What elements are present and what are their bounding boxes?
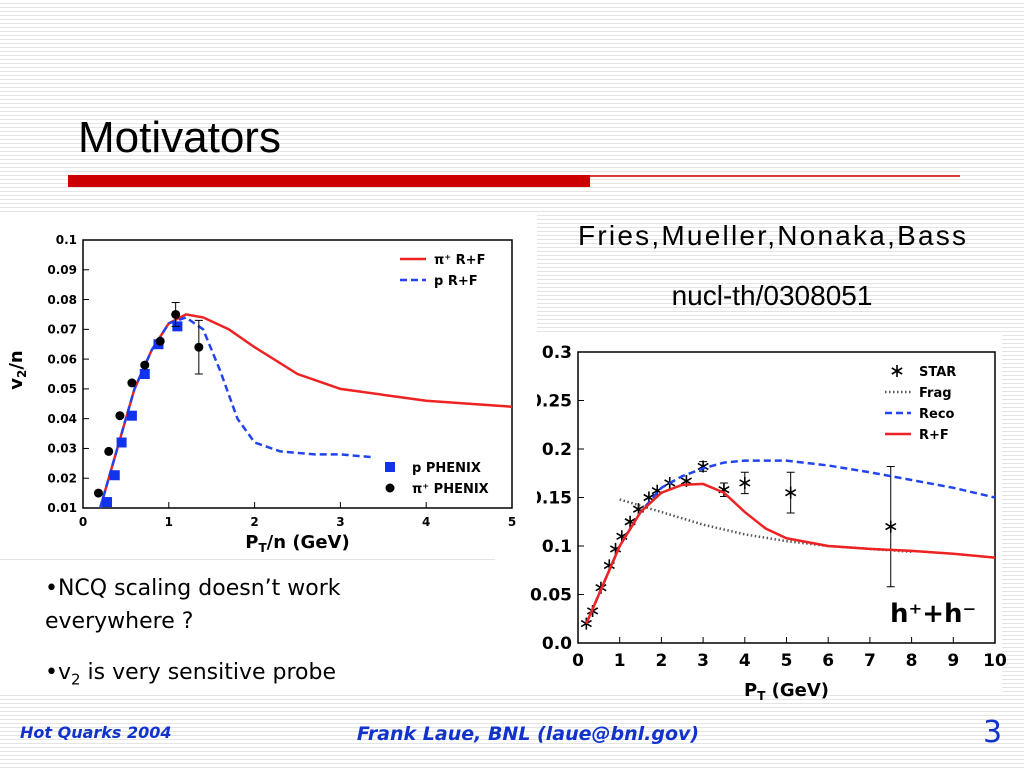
series-line	[98, 316, 375, 509]
x-tick-label: 3	[697, 651, 709, 671]
x-tick-label: 4	[422, 515, 430, 529]
citation-ref: nucl-th/0308051	[672, 280, 873, 311]
x-tick-label: 5	[508, 515, 516, 529]
marker	[194, 342, 204, 352]
y-tick-label: 0.09	[47, 263, 77, 277]
x-axis-label-part: P	[245, 532, 258, 553]
citation-authors: Fries,Mueller,Nonaka,Bass	[578, 220, 966, 251]
bullet-text: is very sensitive probe	[80, 660, 337, 685]
x-tick-label: 8	[906, 651, 918, 671]
y-tick-label: 0.1	[542, 537, 572, 557]
legend-label: π⁺ PHENIX	[412, 482, 489, 497]
marker	[93, 488, 103, 498]
y-tick-label: 0.08	[47, 293, 77, 307]
bullet-sub: 2	[71, 670, 81, 689]
x-tick-label: 1	[614, 651, 626, 671]
y-tick-label: 0.3	[542, 343, 572, 363]
marker	[785, 486, 797, 499]
x-tick-label: 0	[572, 651, 584, 671]
marker	[102, 497, 113, 508]
y-axis-label-part: v	[6, 378, 27, 390]
legend-label: p PHENIX	[412, 461, 481, 476]
y-tick-label: 0.0	[542, 634, 572, 654]
marker	[171, 309, 181, 319]
page-number: 3	[983, 715, 1003, 750]
y-tick-label: 0.05	[530, 585, 572, 605]
x-tick-label: 4	[739, 651, 751, 671]
x-axis-label-part: P	[744, 680, 757, 701]
bullet: •NCQ scaling doesn’t work everywhere ?	[45, 576, 341, 634]
y-axis-label: v2/n	[6, 350, 29, 389]
marker	[885, 520, 897, 533]
y-tick-label: 0.06	[47, 352, 77, 366]
x-tick-label: 6	[822, 651, 834, 671]
marker	[109, 470, 120, 481]
y-tick-label: 0.2	[542, 440, 572, 460]
marker	[140, 360, 150, 370]
x-axis-label-part: T	[258, 541, 267, 555]
bullet-bg	[0, 560, 495, 692]
marker	[385, 483, 395, 493]
legend-label: R+F	[919, 428, 949, 443]
legend-label: Reco	[919, 407, 955, 422]
marker	[739, 476, 751, 489]
chart1-bg	[0, 212, 537, 557]
x-tick-label: 2	[655, 651, 667, 671]
bullet: •v2 is very sensitive probe	[45, 656, 336, 696]
y-axis-label-part: 2	[15, 370, 29, 378]
legend-label: π⁺ R+F	[434, 253, 485, 268]
x-axis-label-part: (GeV)	[765, 680, 829, 701]
marker	[104, 446, 114, 456]
x-axis-label-part: T	[757, 689, 766, 703]
marker	[116, 437, 127, 448]
y-tick-label: 0.1	[56, 233, 77, 247]
y-tick-label: 0.07	[47, 323, 77, 337]
series-line	[585, 459, 996, 625]
x-tick-label: 5	[781, 651, 793, 671]
marker	[155, 336, 165, 346]
y-axis-label-part: /n	[6, 350, 27, 369]
bullet-text: •v	[45, 660, 71, 685]
x-tick-label: 2	[250, 515, 258, 529]
marker	[126, 410, 137, 421]
y-tick-label: 0.25	[530, 391, 572, 411]
y-tick-label: 0.05	[47, 382, 77, 396]
legend-label: Frag	[919, 386, 952, 401]
x-axis-label: PT/n (GeV)	[245, 532, 349, 555]
plot-frame	[82, 239, 513, 509]
x-tick-label: 9	[947, 651, 959, 671]
x-tick-label: 3	[336, 515, 344, 529]
title-bar	[68, 175, 590, 187]
marker	[139, 369, 150, 379]
slide-title: Motivators	[78, 113, 281, 162]
y-tick-label: 0.02	[47, 471, 77, 485]
marker	[891, 365, 903, 377]
y-tick-label: 0.15	[530, 488, 572, 508]
footer-center: Frank Laue, BNL (laue@bnl.gov)	[356, 723, 700, 745]
x-tick-label: 1	[165, 515, 173, 529]
legend-label: p R+F	[434, 274, 478, 289]
footer-left: Hot Quarks 2004	[20, 723, 172, 742]
legend-label: STAR	[919, 365, 956, 380]
y-tick-label: 0.04	[47, 412, 77, 426]
marker	[115, 411, 125, 421]
x-axis-label-part: /n (GeV)	[267, 532, 350, 553]
series-line	[585, 482, 996, 625]
x-tick-label: 0	[79, 515, 87, 529]
x-axis-label: PT (GeV)	[744, 680, 829, 703]
marker	[385, 462, 395, 472]
y-tick-label: 0.01	[47, 501, 77, 515]
x-tick-label: 7	[864, 651, 876, 671]
y-tick-label: 0.03	[47, 442, 77, 456]
annotation: h⁺+h⁻	[890, 599, 976, 629]
marker	[127, 378, 137, 388]
x-tick-label: 10	[983, 651, 1007, 671]
